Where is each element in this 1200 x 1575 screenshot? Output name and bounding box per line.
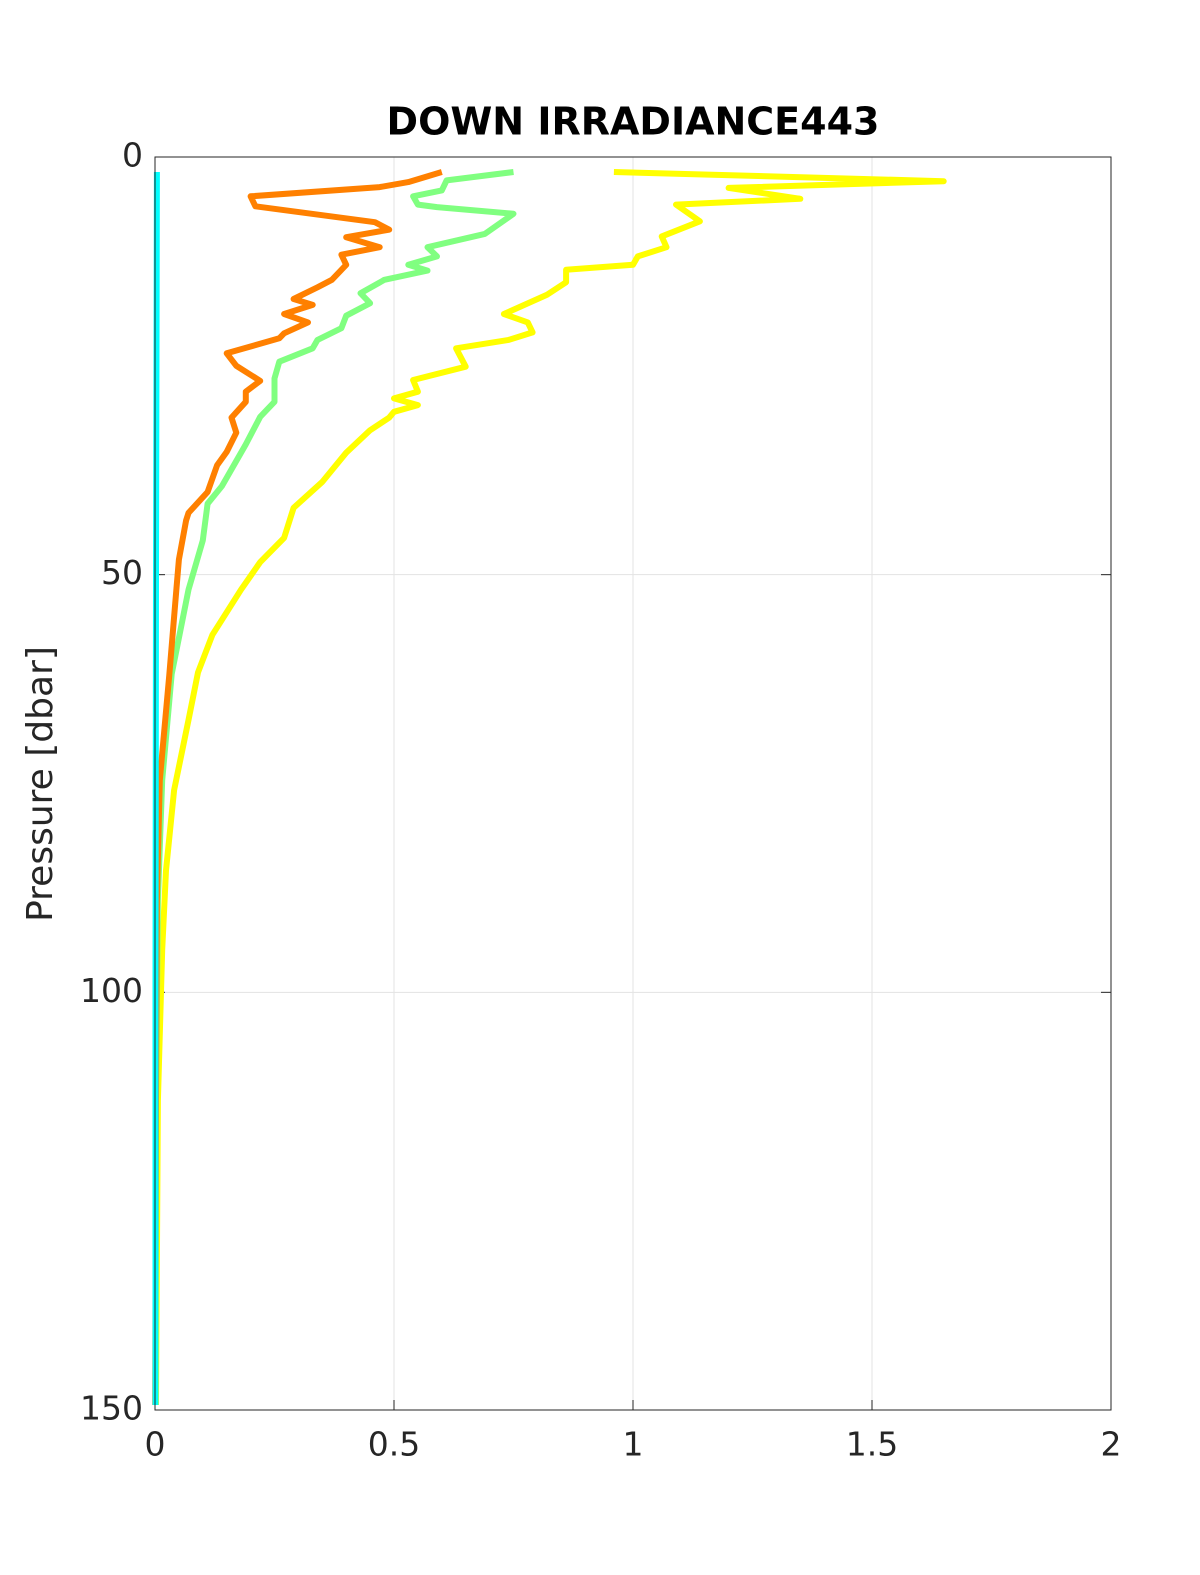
y-tick-label: 100 [80, 971, 143, 1010]
profile-line [152, 169, 443, 1406]
profile-line [152, 169, 517, 1406]
y-axis-label: Pressure [dbar] [20, 646, 61, 922]
y-tick-label: 0 [122, 136, 143, 175]
y-tick-label: 50 [101, 553, 143, 592]
x-tick-label: 0 [145, 1425, 166, 1464]
y-tick-label: 150 [80, 1389, 143, 1428]
x-tick-label: 1 [623, 1425, 644, 1464]
chart-title: DOWN IRRADIANCE443 [387, 100, 880, 144]
profile-line [152, 171, 160, 1405]
x-tick-label: 1.5 [846, 1425, 898, 1464]
profile-line [153, 169, 947, 1406]
x-tick-label: 2 [1101, 1425, 1122, 1464]
x-tick-label: 0.5 [368, 1425, 420, 1464]
plot-frame [154, 156, 1112, 1411]
